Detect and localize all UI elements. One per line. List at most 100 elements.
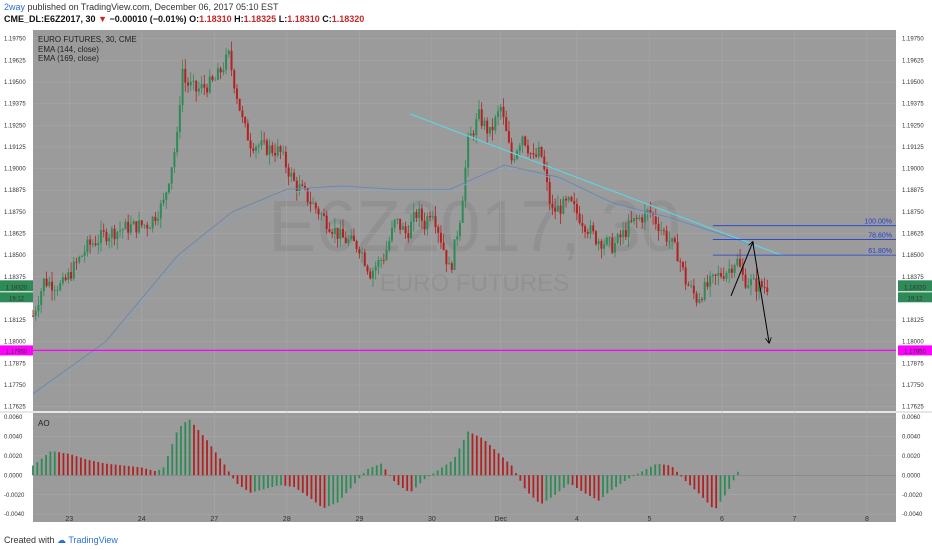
candle-body <box>32 315 34 317</box>
time-tick: 29 <box>355 516 363 523</box>
ao-bar <box>715 475 718 509</box>
ao-bar <box>119 465 121 476</box>
ao-tick-right: 0.0040 <box>902 434 921 440</box>
ao-bar <box>645 469 648 476</box>
price-tick-right: 1.17875 <box>902 361 924 367</box>
candle-body <box>450 263 453 270</box>
ao-bar <box>153 471 156 476</box>
ao-bar <box>58 452 61 476</box>
candle-body <box>320 213 323 215</box>
ao-bar <box>384 469 387 476</box>
ao-bar <box>676 471 678 476</box>
ao-bar <box>280 475 282 486</box>
left-axis-bg <box>0 30 33 522</box>
price-tick-left: 1.18625 <box>4 231 26 237</box>
candle-body <box>143 224 146 226</box>
price-tick-right: 1.18125 <box>902 318 924 324</box>
candle-body <box>532 153 535 155</box>
price-tick-right: 1.17625 <box>902 405 924 411</box>
ao-bar <box>301 475 304 493</box>
candle-body <box>176 131 179 153</box>
candle-body <box>129 224 132 233</box>
ema169-legend[interactable]: EMA (169, close) <box>38 54 99 63</box>
candle-body <box>622 229 625 238</box>
ao-bar <box>602 475 604 498</box>
ao-bar <box>97 462 100 476</box>
candle-body <box>350 235 353 240</box>
candle-body <box>725 273 728 279</box>
candle-body <box>497 111 500 117</box>
candle-body <box>624 229 627 237</box>
candle-body <box>108 237 111 242</box>
candle-body <box>741 266 744 275</box>
ema144-legend[interactable]: EMA (144, close) <box>38 45 99 54</box>
candle-body <box>206 87 209 93</box>
candle-body <box>211 76 214 81</box>
candle-body <box>151 216 154 229</box>
ao-bar <box>393 475 396 482</box>
ao-bar <box>332 475 335 505</box>
candle-body <box>70 272 73 279</box>
candle-body <box>586 231 589 234</box>
ao-bar <box>136 467 139 476</box>
candle-body <box>200 84 203 89</box>
candle-body <box>230 50 233 71</box>
candle-body <box>393 219 396 228</box>
price-tick-right: 1.19750 <box>902 37 924 43</box>
ao-bar <box>471 433 474 476</box>
candle-body <box>146 224 149 229</box>
price-tick-right: 1.18625 <box>902 231 924 237</box>
candle-body <box>404 226 407 234</box>
ao-bar <box>458 448 461 476</box>
candle-body <box>260 140 263 146</box>
ao-bar <box>188 419 191 476</box>
candle-body <box>64 277 67 280</box>
time-tick: 4 <box>575 516 579 523</box>
candle-body <box>611 237 614 253</box>
ao-legend[interactable]: AO <box>38 419 50 428</box>
ao-bar <box>667 465 670 476</box>
ao-bar <box>171 444 174 476</box>
author-link[interactable]: 2way <box>4 2 26 12</box>
tradingview-brand[interactable]: TradingView <box>68 535 118 545</box>
ao-tick-right: 0.0020 <box>902 454 921 460</box>
price-tick-right: 1.19000 <box>902 167 924 173</box>
candle-body <box>396 218 399 220</box>
footer: Created with ☁ TradingView <box>4 535 118 546</box>
ao-bar <box>488 445 491 476</box>
candle-body <box>654 215 657 225</box>
candle-body <box>423 220 426 230</box>
candle-body <box>671 238 674 242</box>
ao-bar <box>232 475 235 479</box>
candle-body <box>559 205 562 214</box>
ao-bar <box>367 468 369 476</box>
candle-body <box>437 227 440 233</box>
candle-body <box>673 238 676 242</box>
candle-body <box>34 311 37 316</box>
candle-body <box>643 211 646 223</box>
candle-body <box>265 140 268 155</box>
candle-body <box>518 145 521 151</box>
candle-body <box>766 287 769 292</box>
open-label: O: <box>189 14 200 24</box>
ao-bar <box>523 475 526 489</box>
ao-bar <box>532 475 535 498</box>
change-value: −0.00010 (−0.01%) <box>109 14 187 24</box>
price-tick-right: 1.19125 <box>902 145 924 151</box>
price-tick-right: 1.18875 <box>902 188 924 194</box>
candle-body <box>535 154 538 157</box>
ao-bar <box>110 464 113 476</box>
candle-body <box>227 50 230 55</box>
ao-bar <box>114 464 117 476</box>
candle-body <box>75 261 78 263</box>
candle-body <box>491 126 494 131</box>
candle-body <box>121 229 124 231</box>
ao-bar <box>401 475 404 488</box>
support-price-tag-left-bg <box>0 345 33 356</box>
candle-body <box>135 221 138 233</box>
ao-bar <box>327 475 330 507</box>
ao-bar <box>227 471 230 476</box>
time-tick: 30 <box>428 516 436 523</box>
candle-body <box>458 222 461 237</box>
